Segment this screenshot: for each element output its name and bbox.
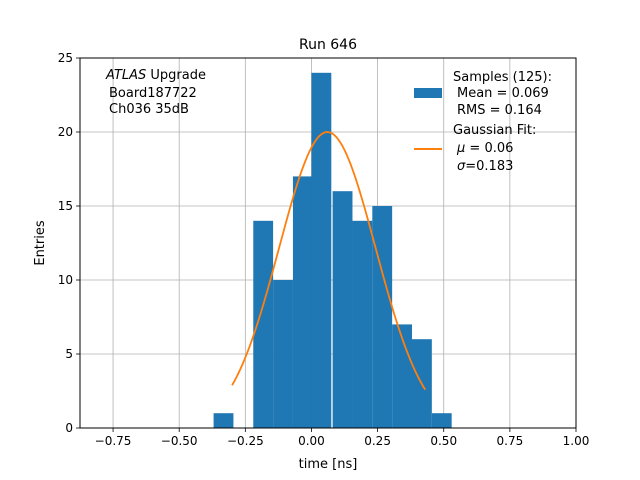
legend-sigma-symbol: σ: [457, 159, 466, 174]
histogram-bars: [213, 72, 452, 429]
y-tick-label-1: 5: [65, 347, 73, 361]
legend-samples-swatch: [414, 88, 442, 98]
y-tick-label-0: 0: [65, 421, 73, 435]
y-tick-label-4: 20: [58, 125, 73, 139]
legend-samples-mean: Mean = 0.069: [457, 86, 549, 101]
legend-samples-rms: RMS = 0.164: [457, 103, 542, 118]
x-tick-label-0: −0.75: [95, 434, 132, 448]
x-tick-label-1: −0.50: [161, 434, 198, 448]
atlas-annotation: ATLAS Upgrade Board187722 Ch036 35dB: [105, 68, 206, 117]
x-axis-label: time [ns]: [299, 457, 358, 472]
gaussian-fit: [231, 131, 426, 391]
legend-sigma-value: =0.183: [465, 159, 513, 174]
y-tick-label-5: 25: [58, 51, 73, 65]
annotation-atlas: ATLAS: [105, 68, 146, 83]
chart-title: Run 646: [299, 37, 357, 53]
histogram-bar-0: [213, 413, 234, 428]
histogram-bar-5: [311, 72, 332, 429]
x-tick-label-2: −0.25: [227, 434, 264, 448]
histogram-bar-8: [372, 206, 393, 428]
legend-fit-mu: μ = 0.06: [456, 141, 513, 156]
x-axis-ticks: −0.75 −0.50 −0.25 0.00 0.25 0.50 0.75 1.00: [95, 428, 590, 448]
histogram-bar-7: [352, 220, 373, 428]
histogram-bar-3: [273, 280, 293, 428]
histogram-bar-11: [431, 413, 452, 428]
fit-curve-line: [231, 131, 426, 391]
x-tick-label-6: 0.75: [497, 434, 524, 448]
legend-mu-symbol: μ: [456, 141, 465, 156]
histogram-bar-2: [253, 220, 274, 428]
legend-mu-value: = 0.06: [465, 141, 513, 156]
y-tick-label-2: 10: [58, 273, 73, 287]
y-tick-label-3: 15: [58, 199, 73, 213]
x-tick-label-4: 0.25: [364, 434, 391, 448]
x-tick-label-5: 0.50: [430, 434, 457, 448]
x-tick-label-7: 1.00: [563, 434, 590, 448]
x-tick-label-3: 0.00: [298, 434, 325, 448]
annotation-board: Board187722: [109, 86, 197, 101]
histogram-bar-4: [292, 176, 313, 428]
annotation-line-1: ATLAS Upgrade: [105, 68, 206, 83]
legend: Samples (125): Mean = 0.069 RMS = 0.164 …: [414, 70, 552, 174]
histogram-bar-6: [332, 191, 353, 428]
legend-fit-title: Gaussian Fit:: [453, 123, 536, 138]
y-axis-label: Entries: [33, 220, 48, 266]
legend-samples-title: Samples (125):: [453, 70, 552, 85]
plot-frame: [79, 57, 577, 429]
y-axis-ticks: 0 5 10 15 20 25: [58, 51, 80, 435]
legend-fit-sigma: σ=0.183: [457, 159, 513, 174]
annotation-upgrade: Upgrade: [146, 68, 206, 83]
annotation-channel: Ch036 35dB: [109, 102, 189, 117]
